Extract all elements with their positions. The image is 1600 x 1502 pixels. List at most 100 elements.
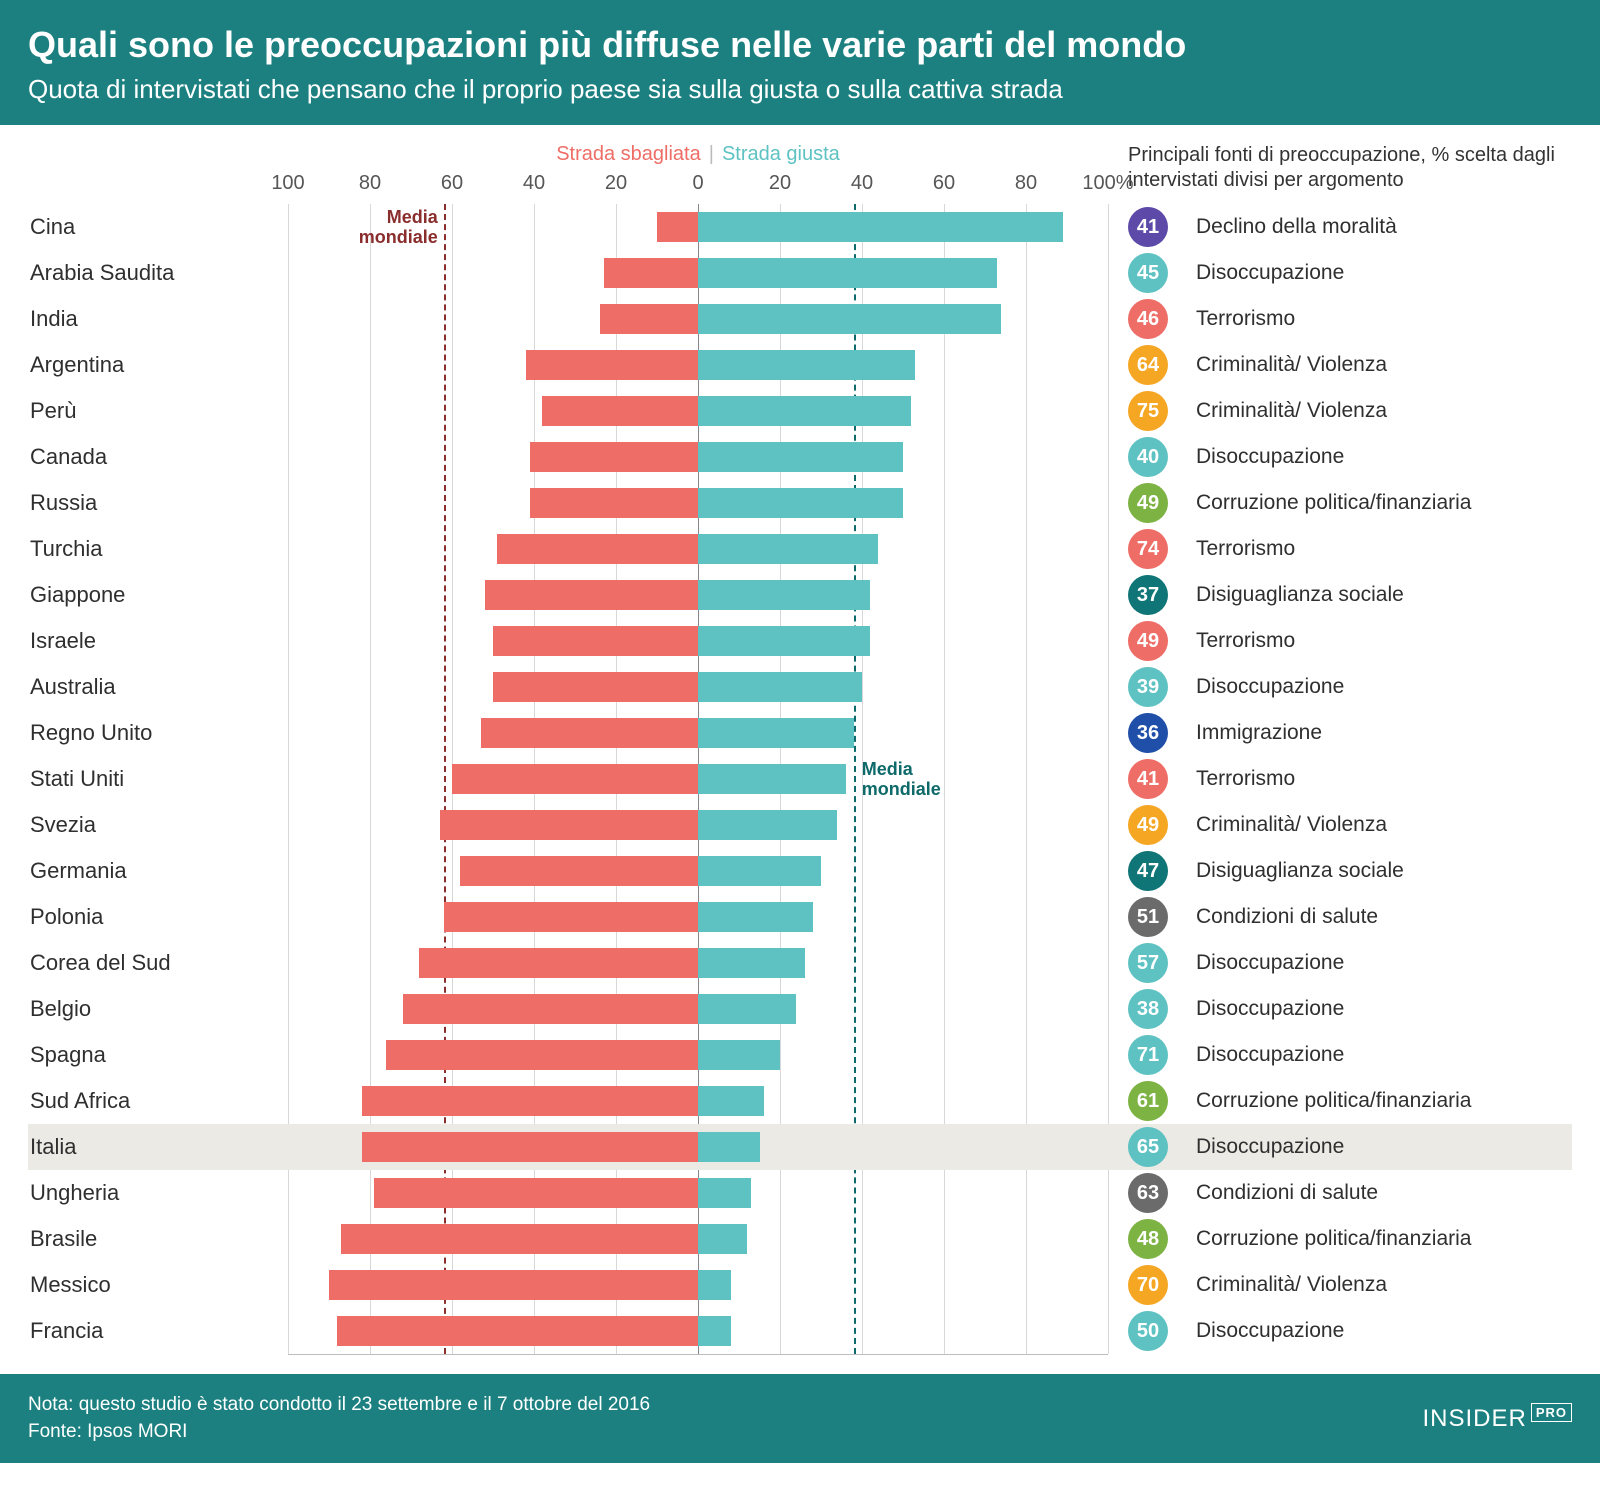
wrong-bar	[481, 718, 698, 748]
concern-cell: 37 Disiguaglianza sociale	[1108, 575, 1572, 615]
concern-cell: 41Terrorismo	[1108, 759, 1572, 799]
bar-wrap	[288, 1032, 1108, 1078]
bar-wrap	[288, 1262, 1108, 1308]
right-bar	[698, 856, 821, 886]
concern-badge: 50	[1128, 1311, 1168, 1351]
concern-label: Condizioni di salute	[1196, 905, 1378, 929]
concern-label: Condizioni di salute	[1196, 1181, 1378, 1205]
concern-cell: 65 Disoccupazione	[1108, 1127, 1572, 1167]
concern-label: Disoccupazione	[1196, 997, 1344, 1021]
concern-cell: 50Disoccupazione	[1108, 1311, 1572, 1351]
country-label: Sud Africa	[28, 1088, 288, 1114]
concern-label: Disoccupazione	[1196, 951, 1344, 975]
concern-badge: 37	[1128, 575, 1168, 615]
concern-column-header: Principali fonti di preoccupazione, % sc…	[1128, 143, 1572, 193]
concern-badge: 65	[1128, 1127, 1168, 1167]
wrong-bar	[542, 396, 698, 426]
concern-badge: 39	[1128, 667, 1168, 707]
axis-tick: 100%	[1082, 172, 1133, 195]
data-row: Brasile 48Corruzione politica/finanziaria	[28, 1216, 1572, 1262]
concern-cell: 61Corruzione politica/finanziaria	[1108, 1081, 1572, 1121]
country-label: Brasile	[28, 1226, 288, 1252]
right-bar	[698, 994, 796, 1024]
wrong-bar	[419, 948, 698, 978]
right-track-label: Strada giusta	[722, 143, 840, 166]
data-row: Svezia49Criminalità/ Violenza	[28, 802, 1572, 848]
chart-top-labels: Strada sbagliata | Strada giusta 1008060…	[28, 143, 1572, 200]
concern-label: Criminalità/ Violenza	[1196, 1273, 1387, 1297]
wrong-bar	[452, 764, 698, 794]
wrong-bar	[530, 488, 698, 518]
wrong-bar	[362, 1132, 698, 1162]
concern-badge: 75	[1128, 391, 1168, 431]
footer-note: Nota: questo studio è stato condotto il …	[28, 1392, 650, 1419]
data-row: Italia65Disoccupazione	[28, 1124, 1572, 1170]
concern-badge: 41	[1128, 207, 1168, 247]
concern-badge: 40	[1128, 437, 1168, 477]
bar-wrap	[288, 940, 1108, 986]
right-bar	[698, 258, 997, 288]
concern-cell: 71Disoccupazione	[1108, 1035, 1572, 1075]
bar-wrap	[288, 802, 1108, 848]
country-label: Francia	[28, 1318, 288, 1344]
right-bar	[698, 1086, 764, 1116]
country-label: India	[28, 306, 288, 332]
concern-cell: 64Criminalità/ Violenza	[1108, 345, 1572, 385]
concern-cell: 49Corruzione politica/finanziaria	[1108, 483, 1572, 523]
country-label: Polonia	[28, 904, 288, 930]
axis-tick: 60	[441, 172, 463, 195]
right-bar	[698, 1178, 751, 1208]
concern-label: Disoccupazione	[1196, 675, 1344, 699]
country-label: Arabia Saudita	[28, 260, 288, 286]
concern-badge: 74	[1128, 529, 1168, 569]
concern-badge: 63	[1128, 1173, 1168, 1213]
concern-cell: 48Corruzione politica/finanziaria	[1108, 1219, 1572, 1259]
bar-wrap	[288, 480, 1108, 526]
bar-wrap	[288, 1170, 1108, 1216]
right-bar	[698, 902, 813, 932]
bar-wrap	[288, 296, 1108, 342]
right-bar	[698, 1270, 731, 1300]
footer-source: Fonte: Ipsos MORI	[28, 1419, 650, 1446]
concern-label: Criminalità/ Violenza	[1196, 813, 1387, 837]
data-row: Perù75Criminalità/ Violenza	[28, 388, 1572, 434]
data-row: Francia 50Disoccupazione	[28, 1308, 1572, 1354]
country-label: Belgio	[28, 996, 288, 1022]
wrong-bar	[440, 810, 698, 840]
axis-tick: 0	[692, 172, 703, 195]
page-subtitle: Quota di intervistati che pensano che il…	[28, 74, 1572, 105]
bar-wrap	[288, 204, 1108, 250]
right-bar	[698, 626, 870, 656]
data-row: Russia49Corruzione politica/finanziaria	[28, 480, 1572, 526]
axis-tick: 80	[359, 172, 381, 195]
wrong-bar	[362, 1086, 698, 1116]
bar-wrap	[288, 1308, 1108, 1354]
wrong-bar	[403, 994, 698, 1024]
concern-label: Terrorismo	[1196, 767, 1295, 791]
axis-tick: 20	[605, 172, 627, 195]
concern-label: Corruzione politica/finanziaria	[1196, 491, 1471, 515]
right-bar	[698, 534, 878, 564]
data-row: Regno Unito36Immigrazione	[28, 710, 1572, 756]
country-label: Messico	[28, 1272, 288, 1298]
country-label: Turchia	[28, 536, 288, 562]
bar-wrap	[288, 986, 1108, 1032]
concern-badge: 38	[1128, 989, 1168, 1029]
country-label: Spagna	[28, 1042, 288, 1068]
axis-tick: 40	[851, 172, 873, 195]
right-bar	[698, 488, 903, 518]
right-bar	[698, 672, 862, 702]
data-row: Giappone 37 Disiguaglianza sociale	[28, 572, 1572, 618]
right-bar	[698, 1316, 731, 1346]
concern-label: Disoccupazione	[1196, 1135, 1344, 1159]
bar-wrap	[288, 388, 1108, 434]
bar-wrap	[288, 434, 1108, 480]
right-bar	[698, 212, 1063, 242]
bar-wrap	[288, 848, 1108, 894]
right-bar	[698, 1132, 760, 1162]
logo-main: INSIDER	[1422, 1405, 1526, 1432]
baseline	[288, 1354, 1108, 1355]
concern-cell: 75Criminalità/ Violenza	[1108, 391, 1572, 431]
country-label: Giappone	[28, 582, 288, 608]
concern-label: Disiguaglianza sociale	[1196, 583, 1404, 607]
